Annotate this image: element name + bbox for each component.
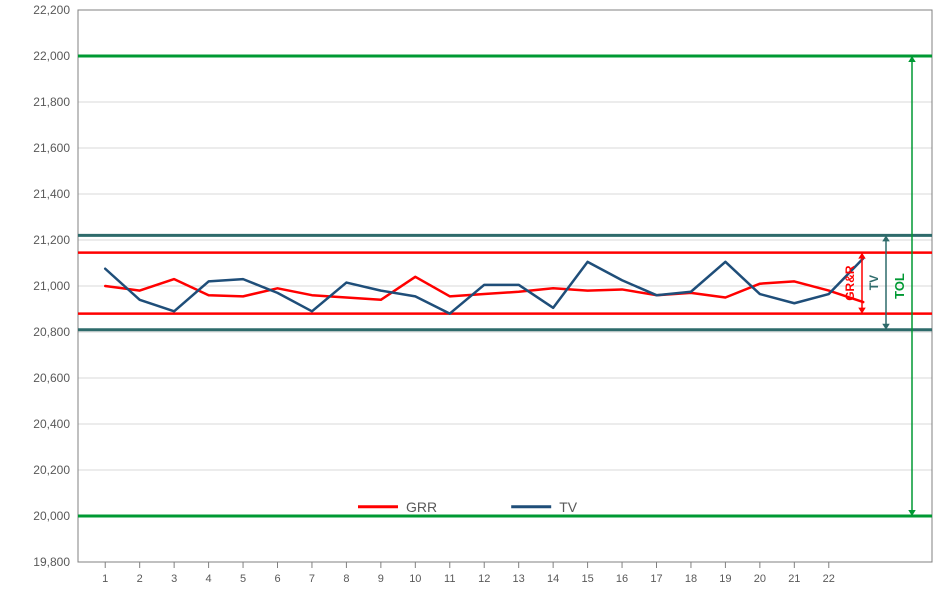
chart-svg: 19,800 20,000 20,200 20,400 20,600 20,800 21,0… (0, 0, 947, 595)
legend-label-tv: TV (559, 499, 578, 515)
legend-label-grr: GRR (406, 499, 437, 515)
y-tick-label: 21,400 (33, 187, 70, 201)
x-tick-label: 21 (788, 573, 800, 585)
y-tick-label: 21,800 (33, 95, 70, 109)
y-tick-label: 20,600 (33, 371, 70, 385)
x-tick-label: 16 (616, 573, 628, 585)
x-tick-label: 13 (513, 573, 525, 585)
y-tick-label: 20,200 (33, 463, 70, 477)
x-tick-label: 4 (206, 573, 212, 585)
y-tick-label: 22,000 (33, 49, 70, 63)
y-tick-label: 21,200 (33, 233, 70, 247)
x-tick-label: 17 (650, 573, 662, 585)
x-tick-label: 18 (685, 573, 697, 585)
y-tick-label: 20,000 (33, 509, 70, 523)
x-tick-label: 1 (102, 573, 108, 585)
x-tick-label: 11 (444, 573, 455, 585)
y-tick-label: 19,800 (33, 555, 70, 569)
y-tick-label: 21,000 (33, 279, 70, 293)
y-tick-label: 21,600 (33, 141, 70, 155)
x-tick-label: 8 (343, 573, 349, 585)
band-label-tol: TOL (892, 273, 907, 299)
x-tick-label: 10 (409, 573, 421, 585)
x-tick-label: 20 (754, 573, 766, 585)
x-tick-label: 19 (719, 573, 731, 585)
y-tick-label: 20,400 (33, 417, 70, 431)
band-label-tv: TV (867, 275, 881, 290)
x-tick-label: 9 (378, 573, 384, 585)
x-tick-label: 15 (581, 573, 593, 585)
y-tick-label: 22,200 (33, 3, 70, 17)
x-tick-label: 2 (137, 573, 143, 585)
x-tick-label: 22 (823, 573, 835, 585)
x-tick-label: 3 (171, 573, 177, 585)
chart-container: 19,800 20,000 20,200 20,400 20,600 20,800 21,0… (0, 0, 947, 595)
x-tick-label: 12 (478, 573, 490, 585)
x-tick-label: 14 (547, 573, 559, 585)
x-tick-label: 6 (274, 573, 280, 585)
x-tick-label: 7 (309, 573, 315, 585)
band-label-gr&r: GR&R (843, 265, 857, 301)
y-tick-label: 20,800 (33, 325, 70, 339)
x-tick-label: 5 (240, 573, 246, 585)
